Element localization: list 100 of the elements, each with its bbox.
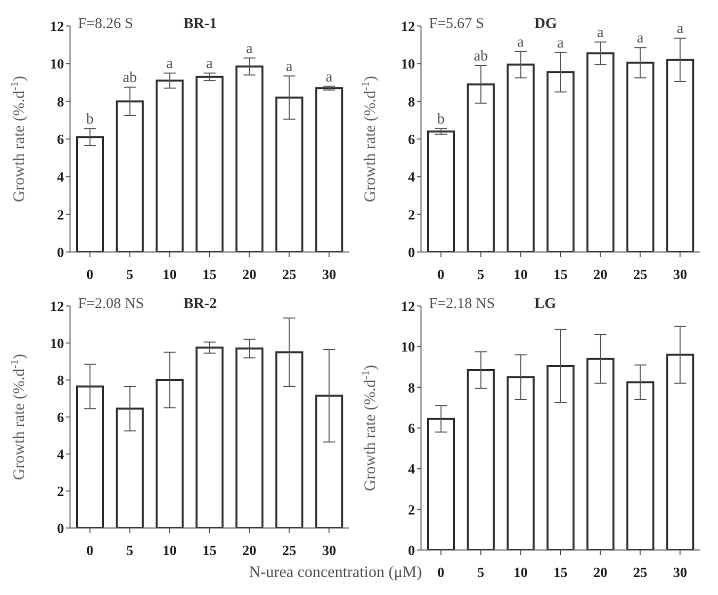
x-tick-label: 25 — [633, 566, 648, 581]
y-tick-label: 6 — [408, 132, 415, 148]
annotation: ab — [474, 48, 488, 65]
y-tick-label: 4 — [408, 462, 415, 478]
y-tick-label: 6 — [57, 132, 64, 148]
chart-title: BR-1 — [184, 16, 217, 33]
y-tick-label: 2 — [57, 484, 64, 500]
y-tick-label: 12 — [50, 300, 64, 315]
y-tick-label: 2 — [408, 503, 415, 518]
x-tick-label: 10 — [162, 544, 177, 559]
y-tick-label: 12 — [401, 20, 415, 35]
y-tick-label: 2 — [408, 208, 415, 224]
bar — [315, 394, 344, 528]
annotation: F=2.08 NS — [78, 296, 144, 313]
annotation: a — [517, 34, 524, 50]
chart-title: BR-2 — [184, 296, 217, 313]
annotation: a — [597, 25, 604, 42]
y-tick-label: 0 — [57, 522, 64, 537]
annotation: a — [676, 21, 684, 38]
y-tick-label: 10 — [401, 340, 415, 356]
x-tick-label: 25 — [282, 544, 296, 559]
annotation: a — [206, 56, 214, 72]
bar — [666, 354, 694, 550]
y-tick-label: 12 — [401, 300, 415, 315]
bar — [626, 62, 654, 252]
bar — [626, 381, 654, 550]
x-tick-label: 5 — [477, 268, 484, 283]
annotation: a — [326, 69, 333, 86]
x-tick-label: 20 — [242, 544, 256, 559]
bar — [156, 80, 184, 252]
annotation: ab — [122, 70, 137, 86]
y-tick-label: 8 — [57, 95, 64, 110]
annotation: F=2.18 NS — [429, 296, 495, 313]
annotation: a — [246, 41, 254, 58]
bar — [196, 76, 224, 252]
bar — [116, 100, 144, 252]
y-tick-label: 12 — [50, 20, 64, 35]
annotation: F=5.67 S — [429, 16, 484, 33]
x-tick-label: 5 — [126, 544, 134, 559]
x-tick-label: 15 — [202, 268, 216, 283]
annotation: a — [286, 58, 293, 75]
y-tick-label: 4 — [57, 170, 64, 186]
y-tick-label: 10 — [50, 336, 64, 352]
x-tick-label: 15 — [202, 544, 216, 559]
bar — [427, 130, 455, 252]
bar — [586, 52, 614, 252]
y-tick-label: 10 — [50, 58, 64, 73]
x-tick-label: 0 — [437, 268, 444, 283]
x-tick-label: 30 — [673, 268, 688, 283]
annotation: a — [557, 35, 564, 52]
x-axis-title: N-urea concentration (μM) — [249, 564, 422, 582]
x-tick-label: 5 — [126, 268, 134, 283]
x-tick-label: 20 — [593, 566, 608, 581]
bar — [275, 351, 304, 528]
bar — [466, 369, 495, 550]
annotation: b — [437, 112, 445, 128]
x-tick-label: 0 — [86, 544, 94, 559]
bar — [235, 348, 264, 528]
bar — [76, 136, 104, 252]
x-tick-label: 20 — [593, 268, 608, 283]
x-tick-label: 30 — [322, 544, 336, 559]
x-tick-label: 15 — [554, 268, 568, 283]
x-tick-label: 0 — [86, 268, 94, 283]
bar — [427, 418, 455, 550]
annotation: b — [86, 112, 94, 128]
bar — [546, 71, 575, 252]
x-tick-label: 5 — [477, 566, 484, 581]
chart-title: LG — [534, 296, 556, 313]
y-tick-label: 10 — [401, 58, 415, 73]
bar — [275, 96, 304, 252]
annotation: a — [636, 30, 644, 47]
y-tick-label: 8 — [57, 374, 64, 389]
y-tick-label: 4 — [408, 170, 415, 186]
bar — [235, 65, 264, 252]
x-tick-label: 10 — [162, 268, 177, 283]
bar — [466, 83, 495, 252]
x-tick-label: 30 — [673, 566, 688, 581]
y-tick-label: 0 — [408, 246, 415, 261]
y-tick-label: 4 — [57, 448, 64, 463]
chart-title: DG — [534, 16, 557, 33]
bar — [116, 408, 144, 528]
x-tick-label: 20 — [242, 268, 256, 283]
bar — [156, 379, 184, 528]
y-tick-label: 8 — [408, 381, 415, 396]
bar — [506, 376, 535, 550]
annotation: F=8.26 S — [78, 16, 134, 33]
bar — [666, 58, 694, 252]
x-tick-label: 25 — [633, 268, 648, 283]
y-tick-label: 0 — [57, 246, 64, 261]
x-tick-label: 10 — [514, 566, 528, 581]
bar — [506, 64, 535, 252]
x-tick-label: 25 — [282, 268, 296, 283]
x-tick-label: 10 — [514, 268, 528, 283]
x-tick-label: 30 — [322, 268, 336, 283]
y-tick-label: 8 — [408, 95, 415, 110]
bar — [546, 364, 575, 550]
annotation: a — [166, 56, 174, 72]
x-tick-label: 15 — [554, 566, 568, 581]
x-tick-label: 0 — [437, 566, 444, 581]
bar — [315, 87, 344, 252]
